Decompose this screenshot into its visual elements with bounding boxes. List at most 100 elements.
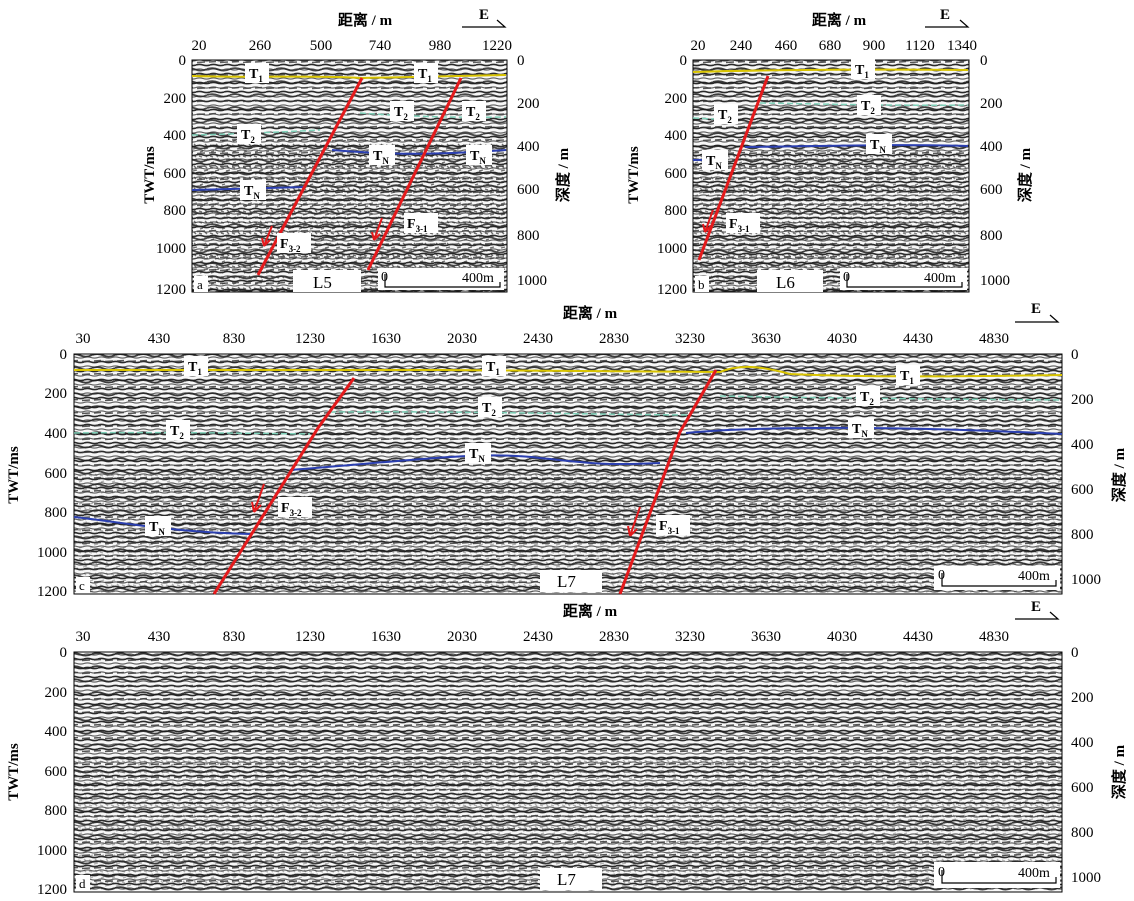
svg-text:E: E bbox=[1031, 301, 1041, 317]
twt-ticks-d: 0 200 400 600 800 1000 1200 bbox=[37, 645, 67, 898]
east-arrow-a: E bbox=[462, 7, 507, 28]
svg-text:0: 0 bbox=[179, 53, 187, 69]
svg-text:2430: 2430 bbox=[523, 629, 553, 645]
label-t2-c2: T2 bbox=[482, 401, 496, 418]
label-t1-a2: T1 bbox=[418, 67, 432, 84]
fault-f3-2-a bbox=[256, 77, 364, 276]
svg-text:3230: 3230 bbox=[675, 629, 705, 645]
svg-text:400m: 400m bbox=[1018, 569, 1050, 584]
scale-bar-b: 0 400m bbox=[840, 268, 967, 290]
svg-text:1630: 1630 bbox=[371, 331, 401, 347]
svg-text:2030: 2030 bbox=[447, 629, 477, 645]
svg-text:1000: 1000 bbox=[1071, 572, 1101, 588]
horizon-t2-c-right bbox=[719, 395, 1063, 401]
depth-ticks-d: 0 200 400 600 800 1000 bbox=[1071, 645, 1101, 886]
svg-text:200: 200 bbox=[1071, 690, 1094, 706]
horizon-t2-a-right bbox=[359, 112, 507, 119]
y-right-title-b: 深度 / m bbox=[1016, 147, 1034, 202]
svg-text:800: 800 bbox=[665, 203, 688, 219]
label-f3-1-c: F3-1 bbox=[659, 519, 680, 536]
frame-b bbox=[692, 59, 970, 293]
svg-text:600: 600 bbox=[665, 166, 688, 182]
svg-text:4830: 4830 bbox=[979, 331, 1009, 347]
fault-arrow-c1 bbox=[251, 483, 265, 513]
label-tn-a3: TN bbox=[470, 149, 486, 166]
svg-text:4430: 4430 bbox=[903, 629, 933, 645]
panel-letter-d: d bbox=[79, 876, 86, 891]
svg-text:3630: 3630 bbox=[751, 331, 781, 347]
label-tn-b2: TN bbox=[870, 138, 886, 155]
horizon-t1-a bbox=[191, 74, 507, 80]
svg-text:600: 600 bbox=[1071, 482, 1094, 498]
twt-ticks-b: 0 200 400 600 800 1000 1200 bbox=[657, 53, 687, 298]
fault-f3-1-a bbox=[366, 77, 463, 271]
svg-text:0: 0 bbox=[938, 865, 945, 880]
scale-bar-d: 0 400m bbox=[934, 862, 1060, 888]
x-ticks-c: 30 430 830 1230 1630 2030 2430 2830 3230… bbox=[76, 331, 1010, 347]
svg-text:4030: 4030 bbox=[827, 331, 857, 347]
svg-text:400: 400 bbox=[45, 426, 68, 442]
svg-text:600: 600 bbox=[164, 166, 187, 182]
svg-text:1120: 1120 bbox=[905, 38, 934, 54]
svg-text:680: 680 bbox=[819, 38, 842, 54]
x-ticks-a: 20 260 500 740 980 1220 bbox=[192, 38, 513, 54]
svg-text:4430: 4430 bbox=[903, 331, 933, 347]
svg-text:3230: 3230 bbox=[675, 331, 705, 347]
label-tn-c1: TN bbox=[149, 520, 165, 537]
label-t1-b: T1 bbox=[855, 63, 869, 80]
svg-text:830: 830 bbox=[223, 331, 246, 347]
fault-f3-1-c bbox=[618, 369, 718, 595]
svg-text:1000: 1000 bbox=[1071, 870, 1101, 886]
fault-arrow-c2 bbox=[627, 506, 641, 537]
svg-text:800: 800 bbox=[45, 505, 68, 521]
twt-ticks-c: 0 200 400 600 800 1000 1200 bbox=[37, 347, 67, 600]
seismic-section-d bbox=[74, 652, 1062, 892]
svg-text:500: 500 bbox=[310, 38, 333, 54]
label-f3-1-a: F3-1 bbox=[407, 217, 428, 234]
svg-text:430: 430 bbox=[148, 629, 171, 645]
svg-text:600: 600 bbox=[517, 182, 540, 198]
y-left-title-d: TWT/ms bbox=[6, 743, 22, 801]
svg-text:2830: 2830 bbox=[599, 331, 629, 347]
panel-letter-a: a bbox=[197, 277, 203, 292]
svg-text:0: 0 bbox=[843, 270, 850, 285]
svg-text:600: 600 bbox=[1071, 780, 1094, 796]
label-t2-a1: T2 bbox=[241, 128, 255, 145]
label-tn-b1: TN bbox=[706, 154, 722, 171]
svg-text:800: 800 bbox=[1071, 825, 1094, 841]
svg-text:400: 400 bbox=[665, 128, 688, 144]
depth-ticks-b: 0 200 400 600 800 1000 bbox=[980, 53, 1010, 289]
svg-text:800: 800 bbox=[1071, 527, 1094, 543]
fault-f3-1-b bbox=[697, 75, 770, 261]
svg-text:800: 800 bbox=[980, 228, 1003, 244]
svg-text:200: 200 bbox=[45, 386, 68, 402]
svg-text:1230: 1230 bbox=[295, 331, 325, 347]
label-t2-b2: T2 bbox=[861, 99, 875, 116]
scale-bar-c: 0 400m bbox=[934, 566, 1060, 590]
svg-text:4030: 4030 bbox=[827, 629, 857, 645]
fault-f3-2-c bbox=[212, 377, 356, 595]
svg-text:1000: 1000 bbox=[37, 843, 67, 859]
svg-text:260: 260 bbox=[249, 38, 272, 54]
label-tn-a2: TN bbox=[373, 149, 389, 166]
line-name-b: L6 bbox=[776, 273, 795, 292]
svg-text:400: 400 bbox=[1071, 735, 1094, 751]
svg-text:800: 800 bbox=[45, 803, 68, 819]
x-title-c: 距离 / m bbox=[563, 304, 618, 322]
svg-text:20: 20 bbox=[192, 38, 207, 54]
label-f3-2-a: F3-2 bbox=[280, 237, 301, 254]
twt-ticks-a: 0 200 400 600 800 1000 1200 bbox=[156, 53, 186, 298]
svg-text:200: 200 bbox=[45, 685, 68, 701]
svg-text:400: 400 bbox=[1071, 437, 1094, 453]
svg-text:1630: 1630 bbox=[371, 629, 401, 645]
east-arrow-d: E bbox=[1015, 599, 1060, 620]
panel-d: 距离 / m E 30 430 830 1230 1630 2030 2430 … bbox=[6, 599, 1128, 898]
svg-text:1000: 1000 bbox=[156, 241, 186, 257]
east-arrow-b: E bbox=[925, 7, 970, 28]
depth-ticks-c: 0 200 400 600 800 1000 bbox=[1071, 347, 1101, 588]
horizon-tn-c-mid bbox=[289, 454, 661, 471]
svg-text:1200: 1200 bbox=[657, 282, 687, 298]
label-t2-a3: T2 bbox=[466, 105, 480, 122]
svg-text:0: 0 bbox=[1071, 645, 1079, 661]
label-t1-c2: T1 bbox=[486, 360, 500, 377]
